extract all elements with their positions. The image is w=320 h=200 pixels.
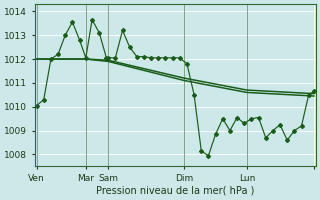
- X-axis label: Pression niveau de la mer( hPa ): Pression niveau de la mer( hPa ): [96, 186, 254, 196]
